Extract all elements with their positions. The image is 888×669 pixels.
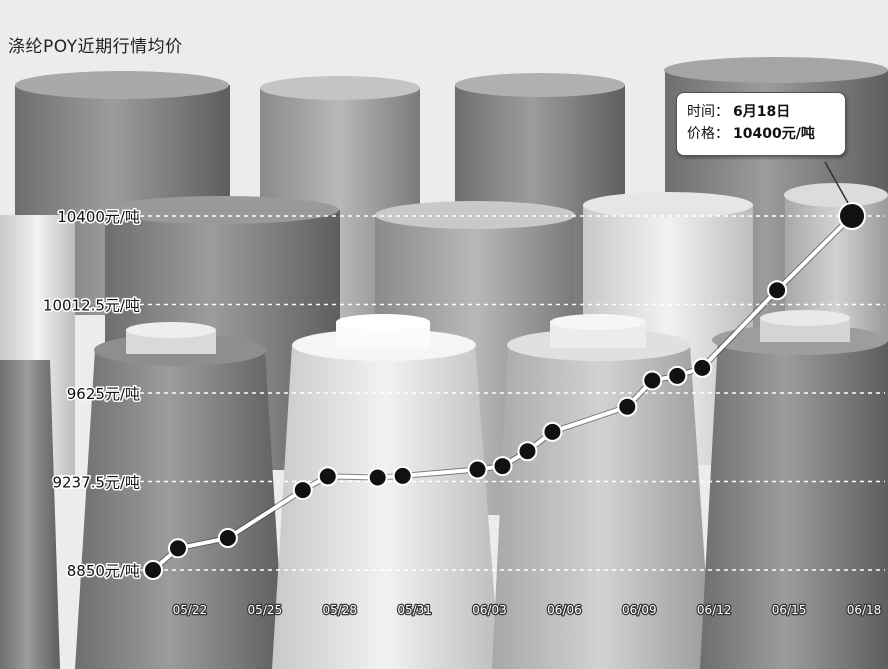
data-point[interactable] [542, 421, 563, 442]
data-point[interactable] [467, 459, 488, 480]
y-tick-label: 9625元/吨 [67, 385, 140, 403]
x-axis-tick-labels: 05/22 05/25 05/28 05/31 06/03 06/06 06/09 06/12… [171, 602, 882, 619]
data-point[interactable] [317, 466, 338, 487]
data-point[interactable] [517, 441, 538, 462]
data-point[interactable] [492, 456, 513, 477]
y-tick-label: 8850元/吨 [67, 562, 140, 580]
data-point[interactable] [392, 465, 413, 486]
x-tick-label: 06/03 [472, 603, 507, 617]
tooltip-pointer-line [824, 161, 849, 204]
chart-title: 涤纶POY近期行情均价 [8, 37, 183, 57]
tooltip-price-label: 价格： [687, 126, 729, 142]
x-tick-label: 05/25 [248, 603, 283, 617]
data-point-tooltip: 时间： 6月18日 价格： 10400元/吨 [676, 92, 846, 156]
tooltip-time-value: 6月18日 [733, 104, 791, 120]
data-point[interactable] [642, 370, 663, 391]
data-point[interactable] [767, 280, 788, 301]
data-point[interactable] [692, 357, 713, 378]
tooltip-price-row: 价格： 10400元/吨 [687, 123, 835, 145]
y-tick-label: 10400元/吨 [57, 208, 140, 226]
x-tick-label: 05/28 [322, 603, 357, 617]
x-tick-label: 06/09 [622, 603, 657, 617]
tooltip-time-label: 时间： [687, 104, 729, 120]
highlighted-data-point[interactable] [838, 202, 866, 230]
data-point[interactable] [617, 396, 638, 417]
price-series [143, 202, 866, 580]
x-tick-label: 06/12 [697, 603, 732, 617]
x-tick-label: 05/22 [173, 603, 208, 617]
y-axis-tick-labels: 8850元/吨 9237.5元/吨 9625元/吨 10012.5元/吨 10400元/… [41, 207, 141, 582]
x-tick-label: 06/15 [772, 603, 807, 617]
data-point[interactable] [292, 480, 313, 501]
tooltip-price-value: 10400元/吨 [733, 126, 815, 142]
y-tick-label: 10012.5元/吨 [43, 297, 140, 315]
data-point[interactable] [367, 467, 388, 488]
y-tick-label: 9237.5元/吨 [52, 474, 140, 492]
x-tick-label: 05/31 [397, 603, 432, 617]
data-point[interactable] [143, 560, 163, 580]
x-tick-label: 06/06 [547, 603, 582, 617]
tooltip-time-row: 时间： 6月18日 [687, 101, 835, 123]
data-point[interactable] [667, 365, 688, 386]
x-tick-label: 06/18 [847, 603, 882, 617]
data-point[interactable] [217, 528, 238, 549]
data-point[interactable] [167, 538, 188, 559]
